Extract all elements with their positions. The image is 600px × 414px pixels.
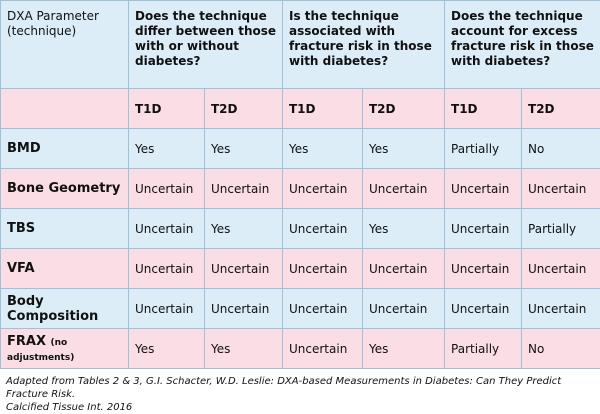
table-cell: No bbox=[522, 129, 600, 169]
label-text: TBS bbox=[7, 221, 35, 236]
row-label: TBS bbox=[1, 209, 129, 249]
table-cell: Uncertain bbox=[445, 289, 522, 329]
subheader-cell: T2D bbox=[205, 89, 283, 129]
table-cell: Uncertain bbox=[363, 249, 445, 289]
table-cell: Uncertain bbox=[129, 289, 205, 329]
table-cell: Uncertain bbox=[129, 169, 205, 209]
label-text: Body Composition bbox=[7, 294, 98, 324]
table-cell: No bbox=[522, 329, 600, 369]
subheader-cell: T1D bbox=[283, 89, 363, 129]
table-cell: Yes bbox=[283, 129, 363, 169]
table-cell: Yes bbox=[363, 209, 445, 249]
table-cell: Uncertain bbox=[522, 169, 600, 209]
table-cell: Uncertain bbox=[283, 289, 363, 329]
table-cell: Uncertain bbox=[522, 289, 600, 329]
footnote-line: Calcified Tissue Int. 2016 bbox=[6, 401, 594, 414]
subheader-cell: T2D bbox=[363, 89, 445, 129]
label-text: FRAX bbox=[7, 334, 46, 349]
table-cell: Uncertain bbox=[445, 169, 522, 209]
table-cell: Partially bbox=[445, 129, 522, 169]
table-cell: Uncertain bbox=[129, 249, 205, 289]
subheader-cell: T1D bbox=[129, 89, 205, 129]
table-cell: Partially bbox=[522, 209, 600, 249]
table-cell: Partially bbox=[445, 329, 522, 369]
subheader-cell: T1D bbox=[445, 89, 522, 129]
header-cell: Does the technique account for excess fr… bbox=[445, 1, 600, 89]
table-cell: Yes bbox=[129, 329, 205, 369]
label-text: Bone Geometry bbox=[7, 181, 120, 196]
page: DXA Parameter (technique)Does the techni… bbox=[0, 0, 600, 400]
table: DXA Parameter (technique)Does the techni… bbox=[0, 0, 600, 369]
table-cell: Uncertain bbox=[363, 169, 445, 209]
row-label: FRAX (no adjustments) bbox=[1, 329, 129, 369]
empty-cell bbox=[1, 89, 129, 129]
table-cell: Uncertain bbox=[283, 169, 363, 209]
header-row: DXA Parameter (technique)Does the techni… bbox=[1, 1, 600, 89]
table-cell: Uncertain bbox=[283, 249, 363, 289]
table-cell: Uncertain bbox=[205, 289, 283, 329]
row-label: VFA bbox=[1, 249, 129, 289]
table-cell: Uncertain bbox=[205, 249, 283, 289]
table-cell: Yes bbox=[129, 129, 205, 169]
label-text: VFA bbox=[7, 261, 35, 276]
table-cell: Yes bbox=[363, 329, 445, 369]
subheader-cell: T2D bbox=[522, 89, 600, 129]
table-cell: Uncertain bbox=[283, 329, 363, 369]
table-cell: Yes bbox=[205, 129, 283, 169]
table-cell: Uncertain bbox=[129, 209, 205, 249]
table-cell: Yes bbox=[205, 329, 283, 369]
row-label: Bone Geometry bbox=[1, 169, 129, 209]
table-cell: Uncertain bbox=[283, 209, 363, 249]
table-cell: Uncertain bbox=[522, 249, 600, 289]
row-label: Body Composition bbox=[1, 289, 129, 329]
table-cell: Yes bbox=[363, 129, 445, 169]
table-cell: Uncertain bbox=[363, 289, 445, 329]
header-cell: DXA Parameter (technique) bbox=[1, 1, 129, 89]
row-label: BMD bbox=[1, 129, 129, 169]
label-text: BMD bbox=[7, 141, 41, 156]
footnote: Adapted from Tables 2 & 3, G.I. Schacter… bbox=[0, 369, 600, 414]
header-cell: Does the technique differ between those … bbox=[129, 1, 283, 89]
table-cell: Uncertain bbox=[205, 169, 283, 209]
table-cell: Uncertain bbox=[445, 209, 522, 249]
footnote-line: Adapted from Tables 2 & 3, G.I. Schacter… bbox=[6, 375, 594, 401]
table-cell: Yes bbox=[205, 209, 283, 249]
header-cell: Is the technique associated with fractur… bbox=[283, 1, 445, 89]
table-cell: Uncertain bbox=[445, 249, 522, 289]
